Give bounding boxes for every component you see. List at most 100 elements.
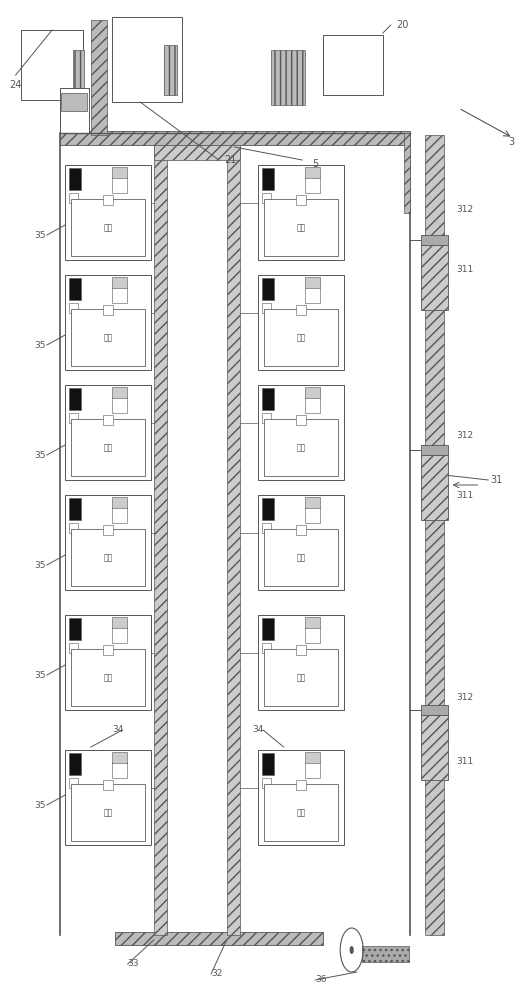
- Bar: [258, 275, 344, 370]
- Bar: [305, 617, 320, 628]
- Bar: [271, 50, 305, 105]
- Bar: [258, 495, 344, 590]
- Bar: [305, 167, 320, 178]
- Text: 冲床: 冲床: [296, 808, 305, 817]
- Bar: [362, 946, 409, 962]
- Text: 5: 5: [313, 159, 319, 169]
- Text: 35: 35: [34, 670, 45, 680]
- Bar: [65, 495, 151, 590]
- Bar: [60, 131, 410, 145]
- Bar: [69, 523, 79, 533]
- Bar: [113, 177, 127, 193]
- Bar: [305, 287, 320, 303]
- Bar: [262, 193, 271, 203]
- Text: 冲床: 冲床: [104, 223, 113, 232]
- Bar: [262, 413, 271, 423]
- Bar: [71, 649, 145, 706]
- Bar: [113, 617, 127, 628]
- Bar: [305, 752, 320, 763]
- Bar: [69, 193, 79, 203]
- Text: 312: 312: [456, 694, 473, 702]
- Bar: [262, 278, 274, 300]
- Text: 35: 35: [34, 800, 45, 810]
- Bar: [421, 455, 448, 520]
- Text: 312: 312: [456, 206, 473, 215]
- Bar: [296, 305, 306, 315]
- Bar: [258, 750, 344, 845]
- Text: 311: 311: [456, 490, 473, 499]
- Text: 35: 35: [34, 340, 45, 350]
- Bar: [262, 388, 274, 410]
- Bar: [103, 525, 113, 535]
- Bar: [305, 387, 320, 398]
- Bar: [21, 30, 83, 100]
- Text: 35: 35: [34, 450, 45, 460]
- Bar: [69, 643, 79, 653]
- Bar: [113, 752, 127, 763]
- Bar: [73, 50, 84, 95]
- Bar: [264, 309, 338, 366]
- Bar: [91, 20, 107, 135]
- Bar: [60, 88, 89, 133]
- Text: 312: 312: [456, 430, 473, 440]
- Bar: [113, 507, 127, 523]
- Bar: [323, 35, 383, 95]
- Bar: [305, 507, 320, 523]
- Bar: [71, 529, 145, 586]
- Bar: [113, 497, 127, 508]
- Bar: [258, 385, 344, 480]
- Bar: [421, 715, 448, 780]
- Text: 冲床: 冲床: [104, 443, 113, 452]
- Text: 冲床: 冲床: [296, 673, 305, 682]
- Bar: [264, 419, 338, 476]
- Text: 34: 34: [112, 726, 123, 734]
- Text: 3: 3: [508, 137, 514, 147]
- Bar: [69, 168, 81, 190]
- Text: 冲床: 冲床: [296, 443, 305, 452]
- Bar: [262, 303, 271, 313]
- Text: 311: 311: [456, 758, 473, 766]
- Bar: [227, 145, 240, 935]
- Text: 冲床: 冲床: [104, 553, 113, 562]
- Text: 35: 35: [34, 231, 45, 239]
- Bar: [115, 932, 323, 945]
- Bar: [113, 387, 127, 398]
- Bar: [264, 649, 338, 706]
- Circle shape: [350, 946, 354, 954]
- Bar: [262, 778, 271, 788]
- Bar: [69, 618, 81, 640]
- Bar: [69, 388, 81, 410]
- Text: 冲床: 冲床: [104, 808, 113, 817]
- Text: 34: 34: [253, 726, 264, 734]
- Bar: [296, 525, 306, 535]
- Bar: [113, 287, 127, 303]
- Bar: [262, 168, 274, 190]
- Bar: [258, 165, 344, 260]
- Bar: [65, 750, 151, 845]
- Bar: [296, 780, 306, 790]
- Text: 32: 32: [211, 970, 222, 978]
- Bar: [262, 523, 271, 533]
- Bar: [425, 135, 444, 935]
- Bar: [296, 415, 306, 425]
- Bar: [421, 235, 448, 245]
- Bar: [305, 627, 320, 643]
- Text: 冲床: 冲床: [104, 673, 113, 682]
- Bar: [305, 177, 320, 193]
- Bar: [262, 753, 274, 775]
- Bar: [296, 195, 306, 205]
- Bar: [69, 413, 79, 423]
- Bar: [65, 275, 151, 370]
- Bar: [305, 762, 320, 778]
- Bar: [262, 643, 271, 653]
- Text: 冲床: 冲床: [296, 223, 305, 232]
- Text: 20: 20: [396, 20, 408, 30]
- Bar: [113, 277, 127, 288]
- Bar: [264, 529, 338, 586]
- Bar: [65, 165, 151, 260]
- Bar: [103, 195, 113, 205]
- Bar: [262, 498, 274, 520]
- Bar: [305, 497, 320, 508]
- Bar: [103, 780, 113, 790]
- Bar: [71, 784, 145, 841]
